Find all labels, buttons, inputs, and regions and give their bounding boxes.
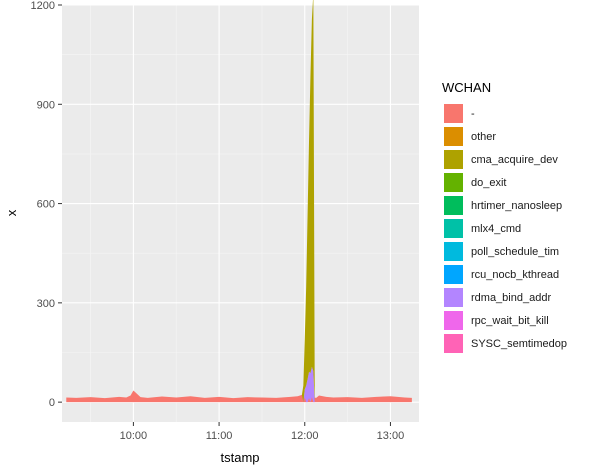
series-- — [66, 390, 412, 403]
y-tick-label: 0 — [49, 397, 55, 409]
x-tick-label: 11:00 — [206, 430, 233, 442]
legend-key — [444, 288, 463, 307]
legend-key — [444, 265, 463, 284]
series-layer — [66, 0, 412, 403]
y-axis: 0 300 600 900 1200 — [31, 0, 62, 409]
legend-key — [444, 242, 463, 261]
legend-key — [444, 173, 463, 192]
y-tick-label: 1200 — [31, 0, 55, 12]
legend-label: mlx4_cmd — [471, 222, 522, 235]
x-tick-label: 13:00 — [377, 430, 405, 442]
legend-item: SYSC_semtimedop — [442, 332, 592, 355]
legend-label: - — [471, 107, 475, 120]
legend-label: rpc_wait_bit_kill — [471, 314, 549, 327]
legend-key — [444, 196, 463, 215]
y-tick-label: 300 — [37, 298, 55, 310]
x-tick-label: 12:00 — [291, 430, 319, 442]
legend-title: WCHAN — [442, 80, 492, 95]
legend-label: poll_schedule_tim — [471, 245, 560, 258]
legend-item: mlx4_cmd — [442, 217, 592, 240]
legend-label: do_exit — [471, 176, 507, 189]
legend-label: rdma_bind_addr — [471, 291, 552, 304]
legend-key — [444, 150, 463, 169]
grid-minor — [62, 5, 419, 422]
legend-item: rcu_nocb_kthread — [442, 263, 592, 286]
legend-item: rpc_wait_bit_kill — [442, 309, 592, 332]
x-axis-title: tstamp — [220, 450, 259, 465]
legend-key — [444, 334, 463, 353]
series-cma_acquire_dev — [301, 0, 315, 403]
legend-label: hrtimer_nanosleep — [471, 199, 563, 212]
legend-item: hrtimer_nanosleep — [442, 194, 592, 217]
legend-key — [444, 104, 463, 123]
legend-key — [444, 311, 463, 330]
x-axis: 10:00 11:00 12:00 13:00 — [120, 422, 405, 442]
y-tick-label: 600 — [37, 199, 55, 211]
legend-item: do_exit — [442, 171, 592, 194]
legend-label: SYSC_semtimedop — [471, 337, 567, 350]
x-tick-label: 10:00 — [120, 430, 148, 442]
series-rdma_bind_addr — [303, 366, 315, 403]
legend-item: - — [442, 102, 592, 125]
legend-items: - other cma_acquire_dev do_exit hrtimer_nano… — [442, 102, 592, 355]
legend-item: poll_schedule_tim — [442, 240, 592, 263]
y-axis-title: x — [4, 209, 19, 216]
legend-key — [444, 127, 463, 146]
legend-key — [444, 219, 463, 238]
legend-item: cma_acquire_dev — [442, 148, 592, 171]
legend-item: rdma_bind_addr — [442, 286, 592, 309]
legend-label: cma_acquire_dev — [471, 153, 558, 166]
legend-label: other — [471, 130, 497, 143]
panel-background — [62, 5, 419, 422]
legend-label: rcu_nocb_kthread — [471, 268, 560, 281]
y-tick-label: 900 — [37, 99, 55, 111]
legend-item: other — [442, 125, 592, 148]
